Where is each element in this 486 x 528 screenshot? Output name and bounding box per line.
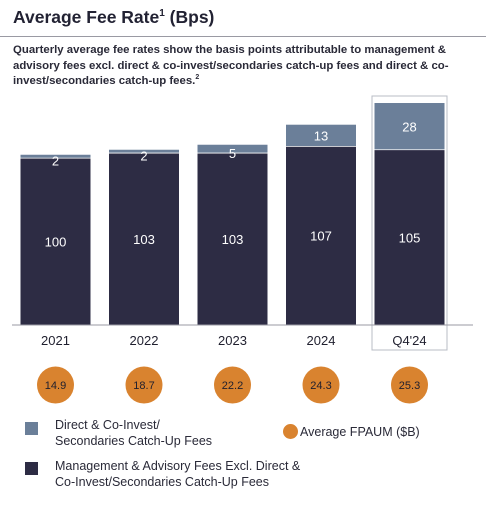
legend-mgmt-label: Management & Advisory Fees Excl. Direct …	[55, 458, 300, 490]
legend-fpaum-dot	[283, 424, 298, 439]
legend-direct-label-line2: Secondaries Catch-Up Fees	[55, 434, 213, 448]
data-label-direct: 2	[52, 153, 59, 168]
highlight-box	[371, 95, 448, 351]
title-footnote: 1	[159, 8, 165, 20]
x-tick-label: 2021	[41, 333, 70, 348]
x-tick-label: 2022	[130, 333, 159, 348]
fpaum-label: 14.9	[45, 380, 66, 392]
bar-management	[197, 153, 268, 325]
legend-mgmt-label-line2: Co-Invest/Secondaries Catch-Up Fees	[55, 475, 269, 489]
data-label-management: 107	[310, 229, 332, 244]
legend-mgmt-label-line1: Management & Advisory Fees Excl. Direct …	[55, 459, 301, 473]
bar-management	[20, 158, 91, 325]
title-divider	[0, 36, 486, 37]
subtitle-text: Quarterly average fee rates show the bas…	[13, 44, 449, 87]
x-tick-label: Q4'24	[392, 333, 426, 348]
legend-mgmt-swatch	[25, 462, 38, 475]
legend-direct-label-line1: Direct & Co-Invest/	[55, 418, 160, 432]
fpaum-circle	[391, 366, 428, 404]
bar-direct	[374, 103, 445, 150]
data-label-direct: 5	[229, 146, 236, 161]
fpaum-label: 24.3	[310, 380, 331, 392]
title-text: Average Fee Rate	[13, 7, 160, 27]
fpaum-label: 18.7	[133, 380, 154, 392]
data-label-direct: 13	[314, 129, 328, 144]
legend-direct-swatch	[25, 422, 38, 435]
bar-direct	[286, 124, 356, 147]
legend-direct-label: Direct & Co-Invest/ Secondaries Catch-Up…	[55, 417, 212, 449]
data-label-direct: 28	[402, 119, 416, 134]
data-label-management: 105	[399, 230, 421, 245]
chart-subtitle: Quarterly average fee rates show the bas…	[13, 43, 473, 90]
x-tick-label: 2023	[218, 333, 247, 348]
fpaum-label: 22.2	[222, 380, 243, 392]
data-label-management: 100	[45, 235, 67, 250]
bar-management	[374, 149, 445, 325]
bar-direct	[197, 144, 268, 154]
data-label-management: 103	[133, 232, 155, 247]
subtitle-footnote: 2	[195, 74, 200, 82]
fpaum-circle	[214, 366, 251, 404]
fpaum-circle	[125, 366, 163, 404]
title-unit: (Bps)	[164, 7, 215, 27]
bar-direct	[20, 154, 91, 159]
data-label-management: 103	[222, 232, 244, 247]
x-tick-label: 2024	[307, 333, 336, 348]
fpaum-circle	[37, 366, 74, 404]
bar-management	[109, 153, 179, 325]
bar-direct	[109, 149, 179, 154]
fpaum-label: 25.3	[399, 380, 420, 392]
chart-title: Average Fee Rate1 (Bps)	[13, 7, 214, 28]
legend-fpaum-label: Average FPAUM ($B)	[300, 425, 420, 439]
data-label-direct: 2	[140, 148, 147, 163]
fpaum-circle	[302, 366, 340, 404]
bar-management	[286, 146, 356, 325]
